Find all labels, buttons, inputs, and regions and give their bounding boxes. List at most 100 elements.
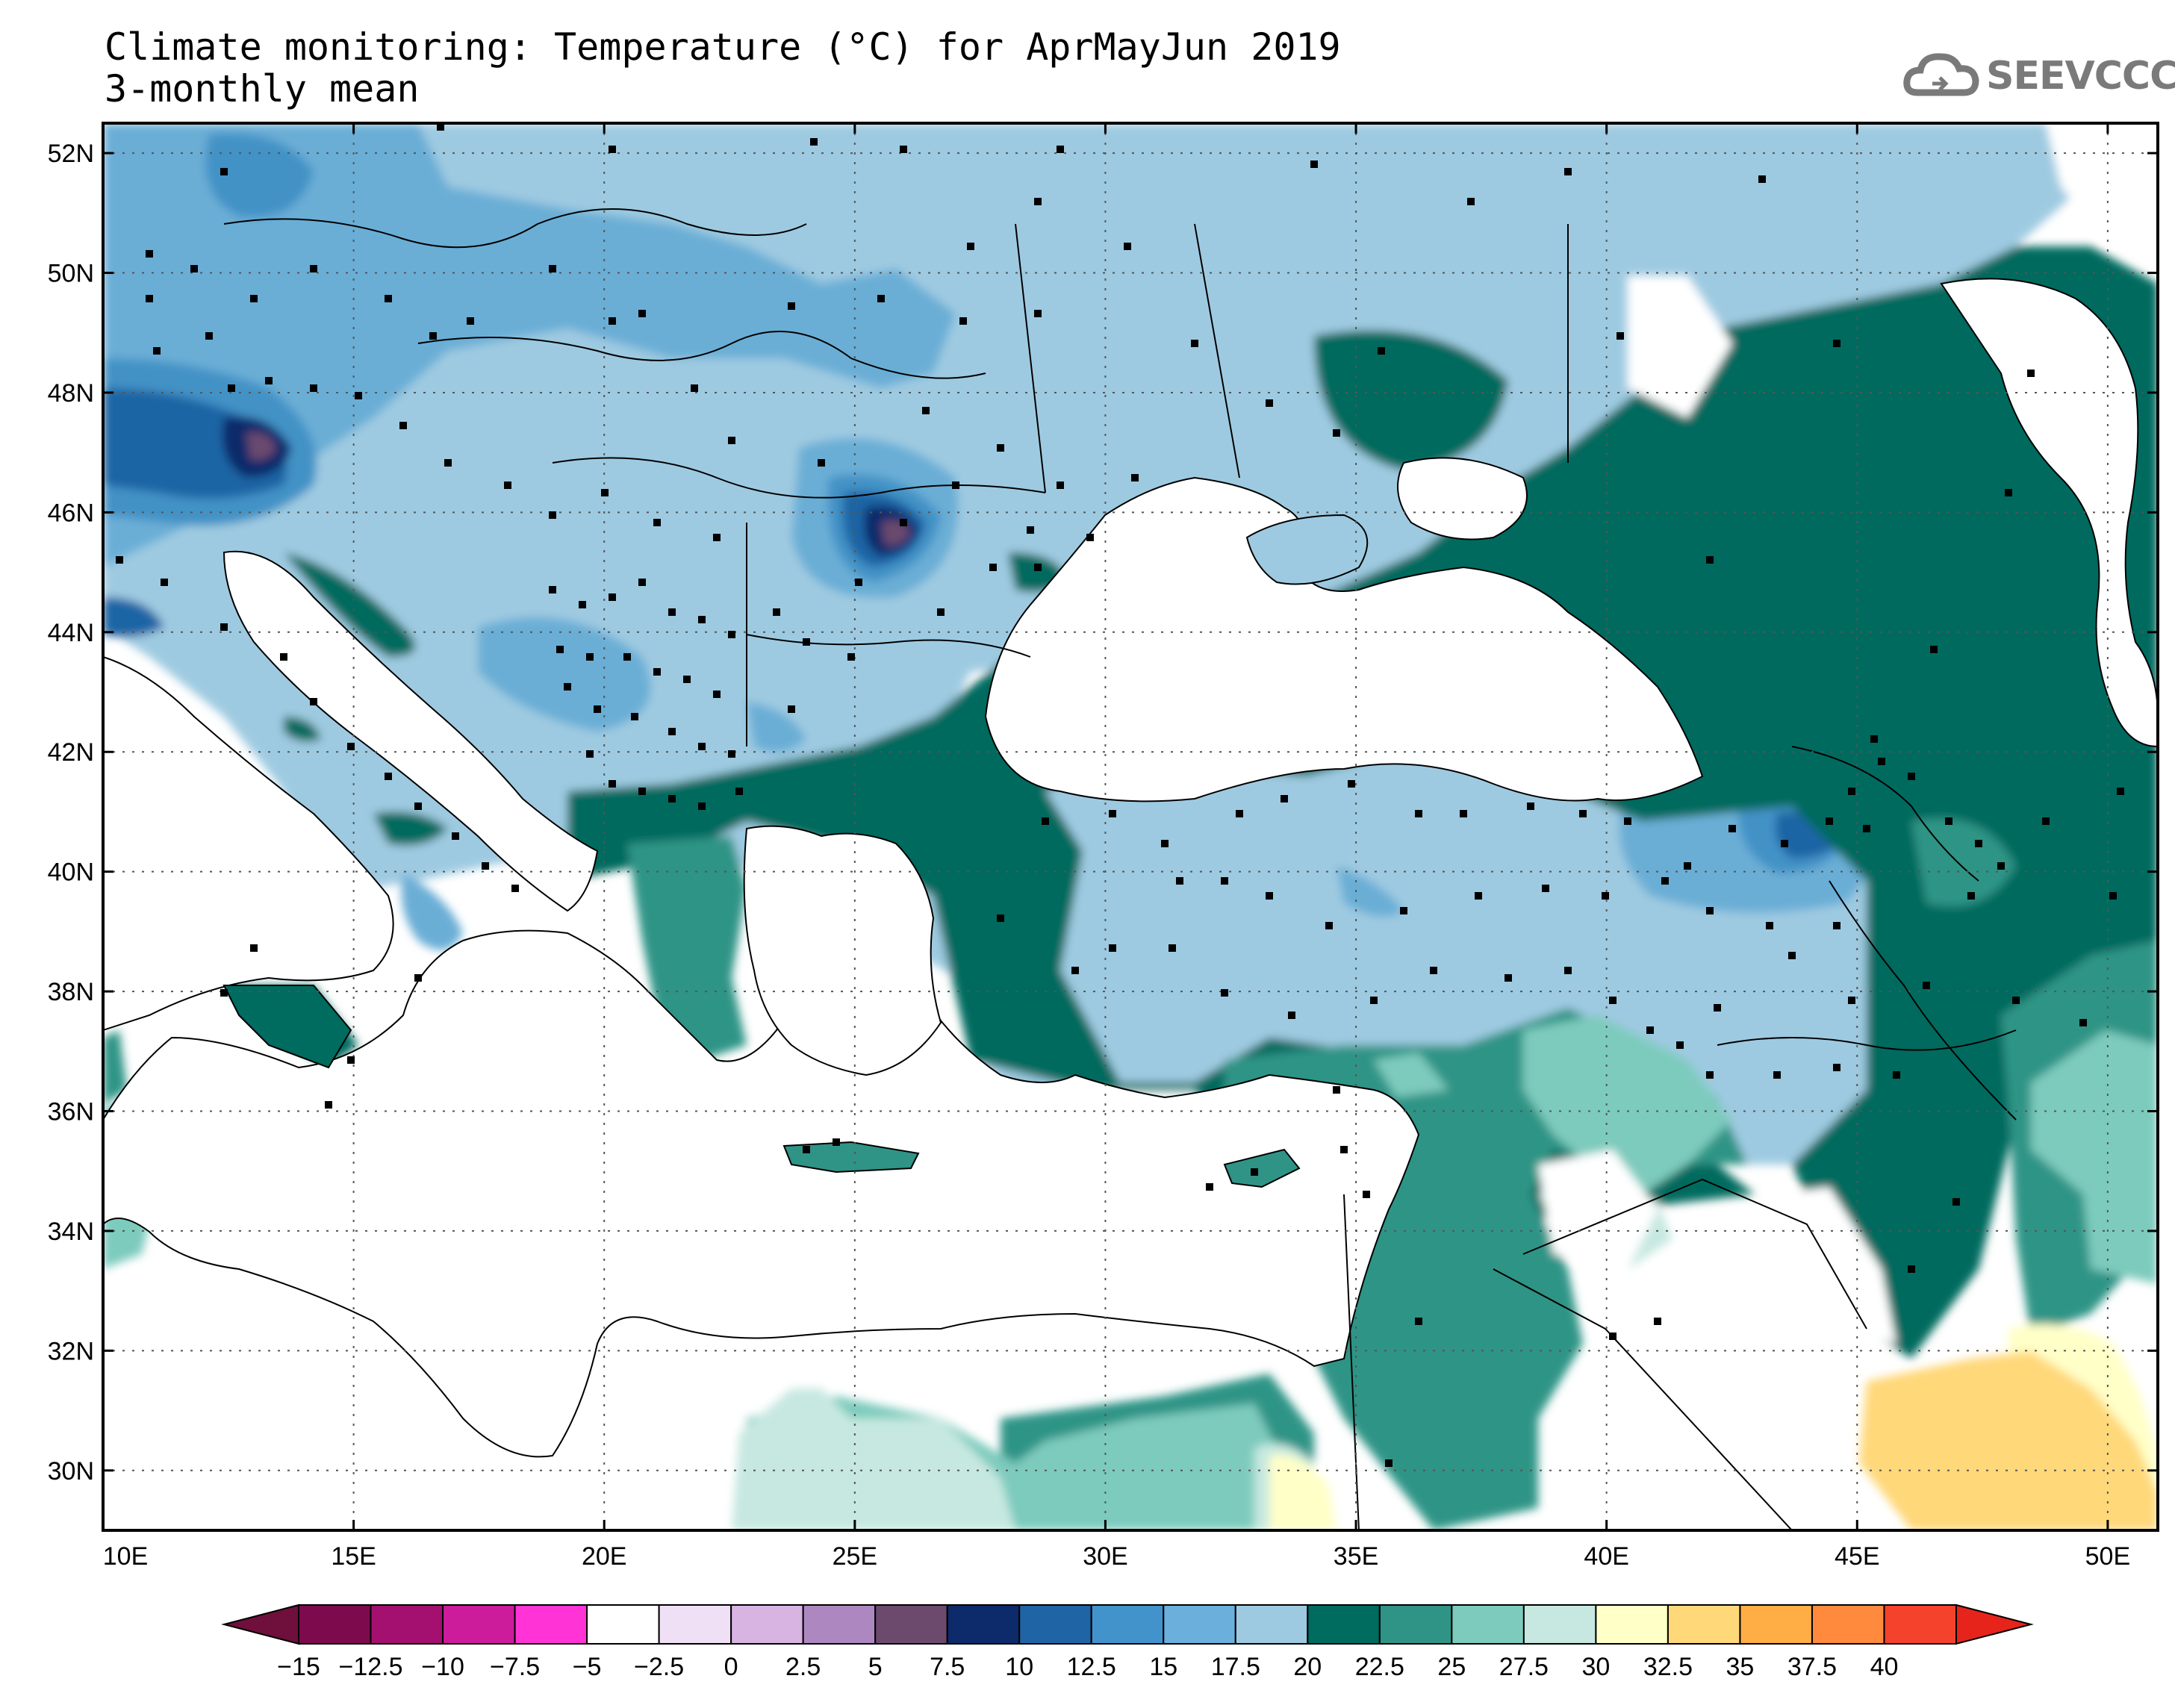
- station-marker: [1206, 1183, 1213, 1191]
- lat-tick-label: 30N: [48, 1457, 94, 1486]
- nodata-northeast: [2046, 123, 2158, 246]
- station-marker: [1086, 534, 1094, 541]
- station-marker: [847, 653, 855, 661]
- field-27-5-30-libya: [732, 1388, 1015, 1530]
- station-marker: [1266, 892, 1273, 900]
- station-marker: [803, 1146, 810, 1153]
- station-marker: [2117, 788, 2124, 795]
- station-marker: [1042, 817, 1049, 825]
- field-25-27-5-iraq-east: [2031, 1030, 2158, 1284]
- field-32-5-35-gulf: [1859, 1351, 2158, 1530]
- legend-label: 5: [868, 1653, 883, 1681]
- station-marker: [623, 653, 631, 661]
- station-marker: [1363, 1191, 1370, 1198]
- station-marker: [728, 750, 735, 758]
- field-5-7-5-carpathian: [881, 520, 911, 546]
- field-15-17-5-balkan: [478, 617, 651, 732]
- legend-label: 40: [1870, 1653, 1899, 1681]
- gridlines: [103, 123, 2158, 1530]
- station-marker: [414, 802, 422, 810]
- legend-label: 37.5: [1787, 1653, 1837, 1681]
- station-marker: [1266, 399, 1273, 407]
- lat-tick-label: 46N: [48, 499, 94, 527]
- station-marker: [153, 347, 161, 355]
- station-marker: [1646, 1026, 1654, 1034]
- station-marker: [504, 481, 511, 489]
- legend-label: −15: [277, 1653, 320, 1681]
- station-marker: [2027, 370, 2035, 377]
- station-marker: [146, 250, 153, 258]
- station-marker: [997, 914, 1004, 922]
- station-marker: [1833, 922, 1840, 929]
- station-marker: [1071, 967, 1079, 974]
- legend-swatch: [370, 1604, 444, 1645]
- legend-label: −5: [573, 1653, 602, 1681]
- station-marker: [1385, 1459, 1393, 1467]
- station-marker: [1833, 340, 1840, 347]
- station-marker: [1952, 1198, 1960, 1206]
- station-marker: [1505, 974, 1512, 982]
- station-marker: [556, 646, 564, 653]
- station-marker: [1617, 332, 1624, 340]
- legend-swatches: [221, 1603, 2034, 1645]
- station-marker: [1057, 146, 1064, 153]
- sea-mask: [103, 278, 2158, 1458]
- legend-swatch: [514, 1604, 588, 1645]
- station-marker: [997, 444, 1004, 452]
- station-markers: [116, 123, 2124, 1467]
- station-marker: [1706, 556, 1714, 564]
- station-marker: [250, 295, 258, 302]
- mediterranean-sea: [103, 929, 1420, 1458]
- legend-swatch: [1522, 1604, 1597, 1645]
- station-marker: [1781, 840, 1788, 847]
- axis-labels: 10E 15E 20E 25E 30E 35E 40E 45E 50E 30N 32N 34N 36N 3…: [48, 140, 2131, 1571]
- lat-tick-label: 32N: [48, 1337, 94, 1365]
- station-marker: [429, 332, 437, 340]
- station-marker: [833, 1138, 840, 1146]
- station-marker: [698, 616, 706, 623]
- station-marker: [1348, 780, 1355, 788]
- station-marker: [1333, 1086, 1340, 1094]
- lat-tick-label: 42N: [48, 738, 94, 767]
- station-marker: [116, 556, 123, 564]
- nodata-arabia: [1538, 1150, 1658, 1269]
- station-marker: [1057, 481, 1064, 489]
- station-marker: [609, 780, 616, 788]
- field-15-17-5-north: [103, 123, 956, 567]
- legend-label: 12.5: [1067, 1653, 1116, 1681]
- station-marker: [1758, 175, 1766, 183]
- station-marker: [1923, 982, 1930, 989]
- station-marker: [818, 459, 825, 467]
- station-marker: [1870, 735, 1878, 743]
- station-marker: [1676, 1041, 1684, 1049]
- station-marker: [310, 265, 317, 272]
- station-marker: [205, 332, 213, 340]
- station-marker: [1564, 967, 1572, 974]
- station-marker: [1340, 1146, 1348, 1153]
- station-marker: [713, 534, 721, 541]
- station-marker: [1661, 877, 1669, 885]
- station-marker: [1609, 997, 1617, 1004]
- lat-tick-label: 34N: [48, 1218, 94, 1246]
- station-marker: [1714, 1004, 1721, 1012]
- station-marker: [1527, 802, 1534, 810]
- station-marker: [788, 705, 795, 713]
- station-marker: [668, 728, 676, 735]
- cyprus: [1223, 1148, 1301, 1188]
- station-marker: [668, 795, 676, 802]
- station-marker: [414, 974, 422, 982]
- legend-label: 20: [1293, 1653, 1322, 1681]
- station-marker: [788, 302, 795, 310]
- station-marker: [549, 586, 556, 593]
- station-marker: [482, 862, 489, 870]
- legend-label: 7.5: [930, 1653, 965, 1681]
- legend-swatch: [1234, 1604, 1309, 1645]
- field-22-5-25-west: [103, 1030, 127, 1105]
- station-marker: [347, 743, 355, 750]
- station-marker: [2042, 817, 2050, 825]
- field-20-22-5-lower-volga: [1583, 448, 1717, 627]
- legend-label: 25: [1437, 1653, 1466, 1681]
- station-marker: [146, 295, 153, 302]
- field-12-5-15-north: [205, 133, 314, 218]
- station-marker: [220, 168, 228, 175]
